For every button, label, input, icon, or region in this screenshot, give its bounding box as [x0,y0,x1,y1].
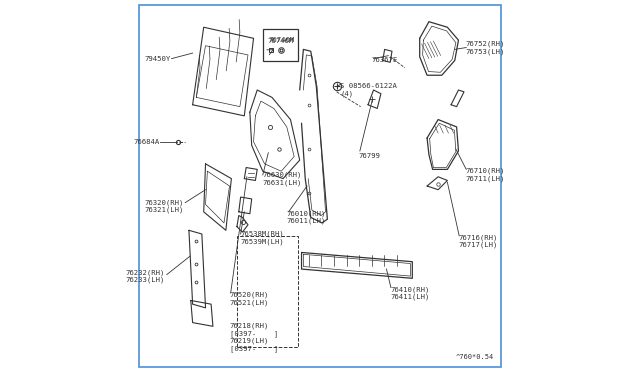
Text: 76410(RH)
76411(LH): 76410(RH) 76411(LH) [390,286,429,300]
Text: 76716(RH)
76717(LH): 76716(RH) 76717(LH) [458,234,498,248]
Text: 76799: 76799 [359,154,381,160]
Text: 76710(RH)
76711(LH): 76710(RH) 76711(LH) [466,168,505,182]
Text: 76746M: 76746M [267,38,293,44]
Text: 76320(RH)
76321(LH): 76320(RH) 76321(LH) [144,199,184,213]
Text: 76538M(RH)
76539M(LH): 76538M(RH) 76539M(LH) [241,231,284,245]
FancyBboxPatch shape [263,29,298,61]
Text: 76746M: 76746M [268,37,294,43]
Text: 76684A: 76684A [133,139,159,145]
Text: 76367E: 76367E [372,57,398,64]
Text: 76232(RH)
76233(LH): 76232(RH) 76233(LH) [125,269,165,283]
Text: 76630(RH)
76631(LH): 76630(RH) 76631(LH) [263,171,302,186]
Text: 76520(RH)
76521(LH): 76520(RH) 76521(LH) [230,292,269,306]
Text: 76752(RH)
76753(LH): 76752(RH) 76753(LH) [466,41,505,55]
Text: ^760*0.54: ^760*0.54 [455,353,493,359]
Text: S 08566-6122A
(4): S 08566-6122A (4) [340,83,397,97]
Text: 76218(RH)
[0397-    ]
76219(LH)
[0397-    ]: 76218(RH) [0397- ] 76219(LH) [0397- ] [230,323,278,352]
Text: 76010(RH)
76011(LH): 76010(RH) 76011(LH) [287,211,326,224]
Text: 79450Y: 79450Y [144,56,170,62]
